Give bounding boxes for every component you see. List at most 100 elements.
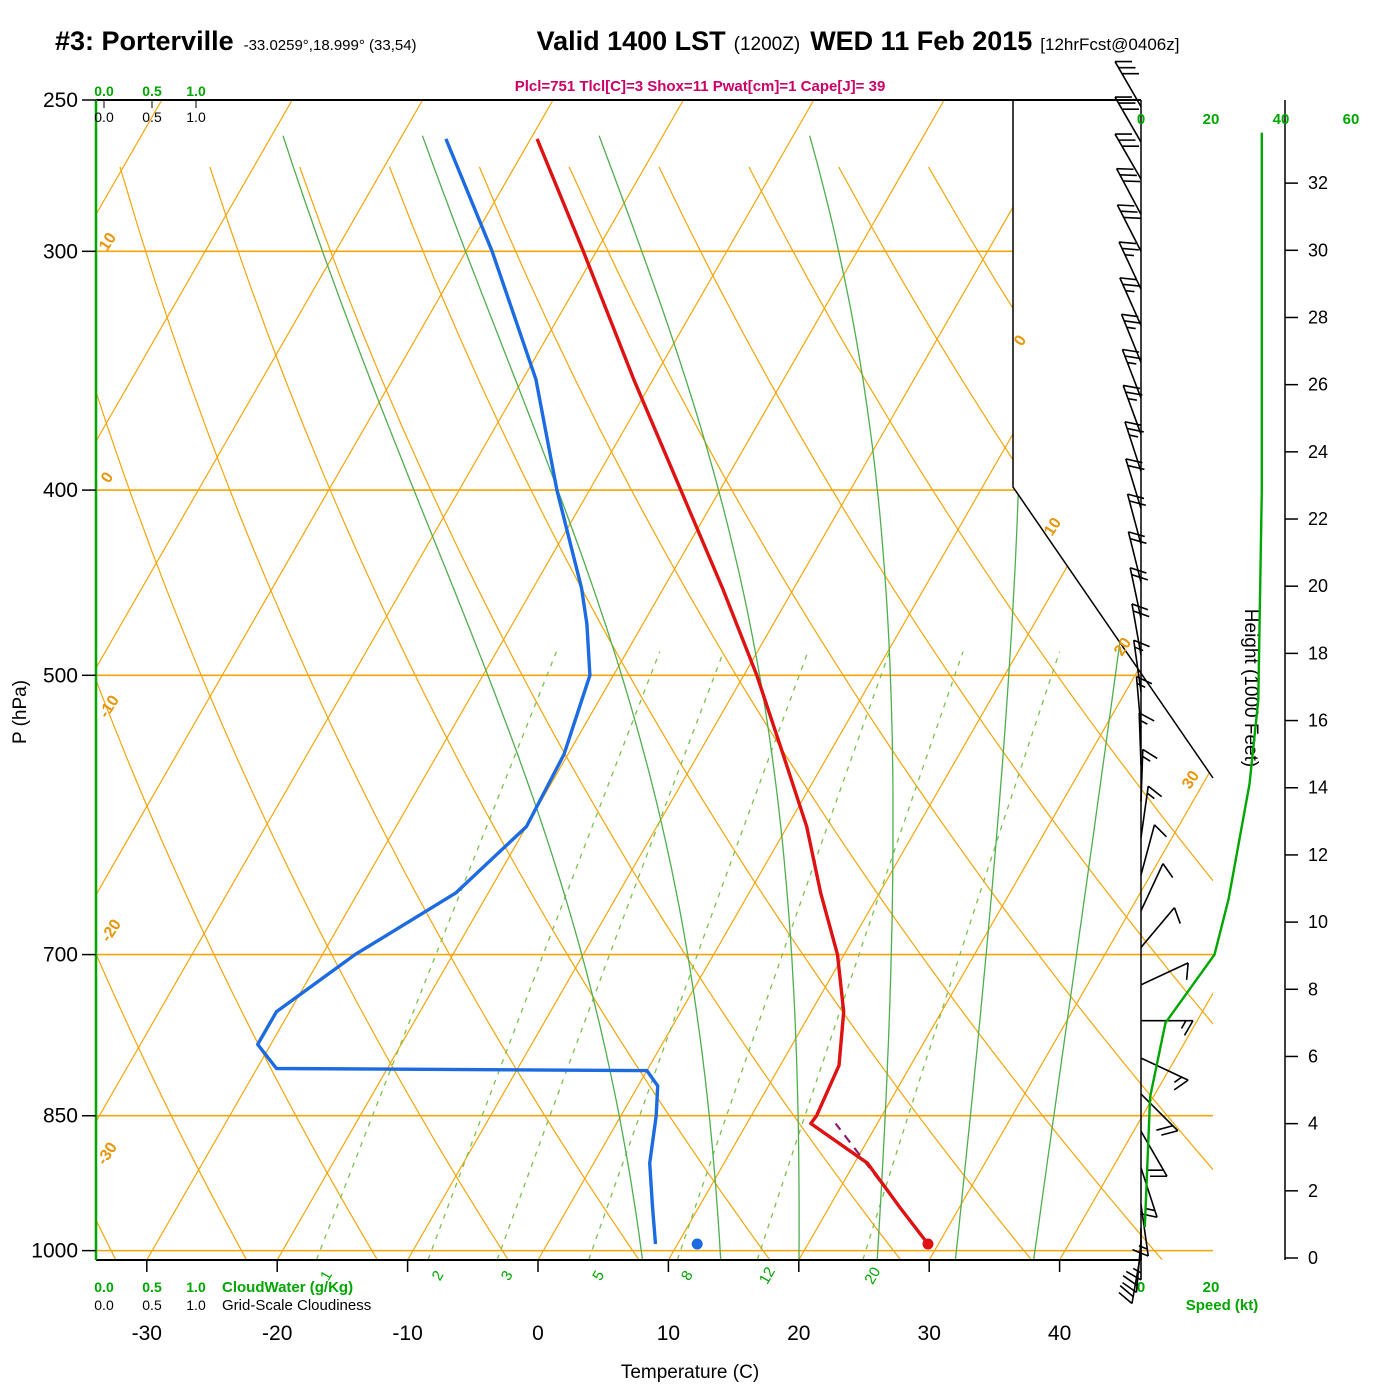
height-tick-label: 16 <box>1308 711 1328 731</box>
mixing-ratio-line <box>676 651 891 1260</box>
wind-barb <box>1140 1167 1158 1219</box>
wind-barb <box>1119 277 1142 326</box>
wind-barb <box>1116 204 1142 252</box>
wind-barb <box>1141 1019 1194 1036</box>
surface-temp-dot <box>922 1238 934 1250</box>
adiabat-label-left: -20 <box>98 916 125 945</box>
mixing-ratio-label: 5 <box>589 1268 608 1284</box>
dry-adiabat <box>96 166 248 1260</box>
pressure-tick-label: 300 <box>43 240 78 263</box>
isotherm-line <box>798 100 1213 1260</box>
mixing-ratio-line <box>496 651 725 1260</box>
temperature-tick-label: 10 <box>657 1322 680 1345</box>
height-tick-label: 32 <box>1308 173 1328 193</box>
temperature-tick-label: 30 <box>918 1322 941 1345</box>
surface-dewpoint-dot <box>691 1238 703 1250</box>
isotherm-label-right: 20 <box>1111 635 1135 659</box>
dry-adiabat <box>1288 167 1400 1260</box>
mixing-ratio-label: 3 <box>498 1268 517 1284</box>
wind-barb <box>1138 712 1155 765</box>
pressure-tick-label: 400 <box>43 479 78 502</box>
temperature-tick-label: 40 <box>1048 1322 1071 1345</box>
cloudiness-label: Grid-Scale Cloudiness <box>222 1297 371 1314</box>
mixing-ratio-label: 2 <box>429 1268 448 1284</box>
isotherm-line <box>96 100 684 1260</box>
cloudiness-scale-bottom: 1.0 <box>186 1297 206 1313</box>
dry-adiabat <box>1017 166 1213 1260</box>
height-tick-label: 6 <box>1308 1046 1318 1066</box>
speed-axis-label: Speed (kt) <box>1186 1297 1259 1314</box>
cloudwater-scale-top: 0.0 <box>94 83 114 99</box>
mixing-ratio-line <box>427 651 661 1260</box>
moist-adiabat <box>809 135 894 1260</box>
isotherm-label-right: 30 <box>1179 768 1203 792</box>
pressure-tick-label: 1000 <box>31 1240 78 1263</box>
moist-adiabat <box>421 135 722 1260</box>
wind-barb <box>1140 785 1163 838</box>
dry-adiabat <box>478 166 1163 1260</box>
wind-barb <box>1131 603 1150 656</box>
wind-barb <box>1121 348 1142 399</box>
mixing-ratio-line <box>756 651 964 1260</box>
temperature-tick-label: -20 <box>262 1322 292 1345</box>
forecast-info: [12hrFcst@0406z] <box>1040 35 1180 54</box>
height-tick-label: 0 <box>1308 1248 1318 1268</box>
height-tick-label: 26 <box>1308 375 1328 395</box>
pressure-tick-label: 250 <box>43 89 78 112</box>
wind-barb <box>1114 133 1142 180</box>
isotherm-line <box>667 100 1213 1260</box>
temperature-tick-label: -10 <box>392 1322 422 1345</box>
height-tick-label: 24 <box>1308 442 1328 462</box>
wind-barb <box>1140 1130 1168 1178</box>
cloudwater-scale-bottom: 0.0 <box>94 1279 114 1295</box>
mixing-ratio-line <box>315 651 558 1260</box>
isotherm-line <box>96 100 554 1260</box>
mixing-ratio-line <box>588 651 809 1260</box>
cloudwater-label: CloudWater (g/Kg) <box>222 1279 353 1296</box>
moist-adiabat <box>282 135 644 1260</box>
station-coords: -33.0259°,18.999° (33,54) <box>243 37 417 54</box>
zulu-time: (1200Z) <box>733 34 801 55</box>
speed-scale-bottom: 20 <box>1203 1279 1220 1296</box>
temperature-tick-label: 20 <box>787 1322 810 1345</box>
wind-barb <box>1115 167 1142 215</box>
isotherm-line <box>537 100 1206 1260</box>
isotherm-line <box>96 100 424 1260</box>
wind-barb <box>1127 531 1147 583</box>
wind-barb <box>1140 1057 1189 1091</box>
height-tick-label: 20 <box>1308 576 1328 596</box>
speed-scale-bottom: 0 <box>1137 1279 1145 1296</box>
height-tick-label: 22 <box>1308 509 1328 529</box>
cloudwater-scale-bottom: 0.5 <box>142 1279 162 1295</box>
isotherm-line <box>146 100 815 1260</box>
height-tick-label: 10 <box>1308 912 1328 932</box>
dewpoint-curve <box>256 138 660 1245</box>
cloudiness-scale-bottom: 0.0 <box>94 1297 114 1313</box>
isotherm-line <box>96 100 293 1260</box>
wind-barb <box>1126 493 1146 545</box>
isotherm-line <box>407 100 1076 1260</box>
mixing-ratio-label: 8 <box>678 1268 697 1284</box>
dry-adiabat <box>748 166 1213 1260</box>
dry-adiabat <box>299 166 901 1260</box>
cloudiness-scale-top: 1.0 <box>186 109 206 125</box>
isotherm-line <box>276 100 945 1260</box>
isotherm-label-right: 0 <box>1011 332 1030 349</box>
cloudwater-scale-top: 1.0 <box>186 83 206 99</box>
cloudwater-scale-top: 0.5 <box>142 83 162 99</box>
wind-barb <box>1125 458 1145 509</box>
wind-barb <box>1140 962 1189 986</box>
wind-barb <box>1140 824 1168 876</box>
pressure-tick-label: 850 <box>43 1105 78 1128</box>
pressure-axis-label: P (hPa) <box>10 680 31 744</box>
cloudiness-scale-top: 0.5 <box>142 109 162 125</box>
height-tick-label: 12 <box>1308 845 1328 865</box>
title-bar: #3: Porterville -33.0259°,18.999° (33,54… <box>55 26 1179 57</box>
dry-adiabat <box>209 166 771 1260</box>
wind-barb <box>1114 60 1142 108</box>
cloudwater-scale-bottom: 1.0 <box>186 1279 206 1295</box>
height-tick-label: 18 <box>1308 643 1328 663</box>
wind-barb <box>1118 241 1142 290</box>
adiabat-label-left: -30 <box>94 1139 121 1168</box>
